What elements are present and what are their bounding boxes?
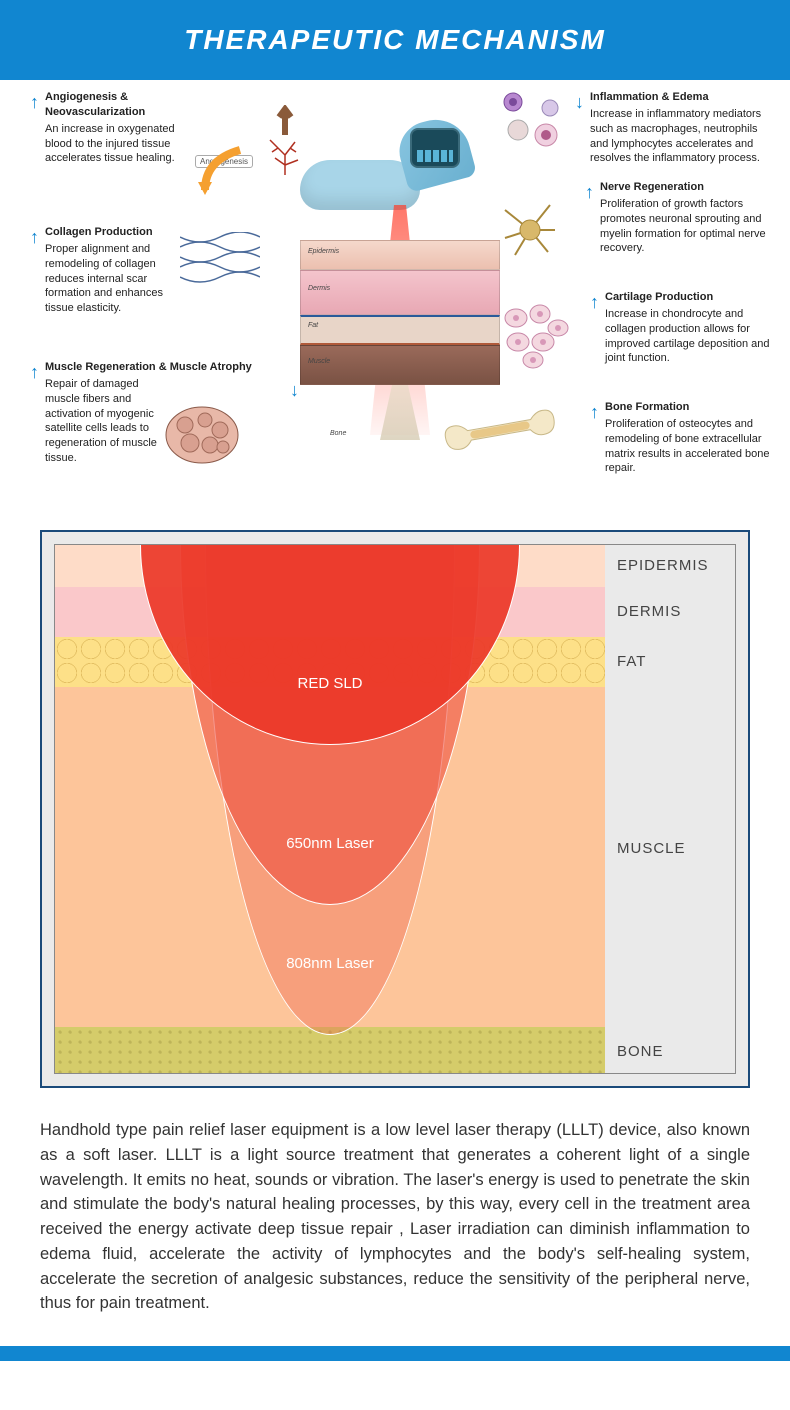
- penetration-chart: RED SLD 650nm Laser 808nm Laser EPIDERMI…: [40, 530, 750, 1088]
- callout-bone: ↑ Bone Formation Proliferation of osteoc…: [605, 400, 775, 476]
- layer-label: BONE: [617, 1043, 664, 1060]
- callout-title: Cartilage Production: [605, 290, 775, 305]
- down-arrow-icon: ↓: [290, 380, 299, 401]
- callout-text: Proper alignment and remodeling of colla…: [45, 243, 163, 314]
- up-arrow-icon: ↑: [30, 360, 39, 384]
- collagen-helix-icon: [180, 232, 260, 287]
- layer-label: DERMIS: [617, 603, 681, 620]
- callout-text: Proliferation of growth factors promotes…: [600, 198, 766, 255]
- up-arrow-icon: ↑: [590, 400, 599, 424]
- callout-title: Nerve Regeneration: [600, 180, 775, 195]
- footer-bar: [0, 1346, 790, 1361]
- callout-text: Proliferation of osteocytes and remodeli…: [605, 418, 769, 475]
- cone-label: RED SLD: [297, 675, 362, 692]
- callout-nerve: ↑ Nerve Regeneration Proliferation of gr…: [600, 180, 775, 256]
- up-arrow-icon: ↑: [590, 290, 599, 314]
- callout-text: An increase in oxygenated blood to the i…: [45, 123, 175, 165]
- callout-text: Increase in inflammatory mediators such …: [590, 108, 761, 165]
- callout-title: Collagen Production: [45, 225, 175, 240]
- layer-label: EPIDERMIS: [617, 557, 709, 574]
- up-arrow-icon: ↑: [30, 90, 39, 114]
- laser-device-icon: [300, 120, 470, 210]
- mechanism-diagram: ↑ Angiogenesis & Neovascularization An i…: [0, 80, 790, 510]
- muscle-cells-icon: [165, 405, 240, 465]
- callout-title: Angiogenesis & Neovascularization: [45, 90, 175, 120]
- cone-label: 808nm Laser: [286, 955, 374, 972]
- cone-label: 650nm Laser: [286, 835, 374, 852]
- immune-cells-icon: [498, 90, 568, 160]
- layer-labels-column: EPIDERMIS DERMIS FAT MUSCLE BONE: [605, 545, 735, 1073]
- callout-inflammation: ↓ Inflammation & Edema Increase in infla…: [590, 90, 775, 166]
- tissue-cross-section: Epidermis Dermis Fat Muscle Bone: [300, 240, 500, 430]
- penetration-layers: RED SLD 650nm Laser 808nm Laser: [55, 545, 605, 1073]
- curved-arrow-icon: [190, 140, 260, 200]
- up-arrow-icon: ↑: [585, 180, 594, 204]
- cartilage-cells-icon: [498, 300, 573, 370]
- neuron-icon: [500, 200, 560, 260]
- page-title: THERAPEUTIC MECHANISM: [0, 0, 790, 80]
- up-arrow-icon: [275, 105, 295, 140]
- bone-stub: [380, 385, 420, 440]
- callout-text: Increase in chondrocyte and collagen pro…: [605, 308, 770, 365]
- description-text: Handhold type pain relief laser equipmen…: [0, 1118, 790, 1346]
- layer-label: MUSCLE: [617, 840, 686, 857]
- callout-title: Inflammation & Edema: [590, 90, 775, 105]
- callout-cartilage: ↑ Cartilage Production Increase in chond…: [605, 290, 775, 366]
- layer-label: FAT: [617, 653, 646, 670]
- callout-collagen: ↑ Collagen Production Proper alignment a…: [45, 225, 175, 316]
- callout-angiogenesis: ↑ Angiogenesis & Neovascularization An i…: [45, 90, 175, 166]
- up-arrow-icon: ↑: [30, 225, 39, 249]
- callout-text: Repair of damaged muscle fibers and acti…: [45, 377, 160, 466]
- callout-title: Bone Formation: [605, 400, 775, 415]
- down-arrow-icon: ↓: [575, 90, 584, 114]
